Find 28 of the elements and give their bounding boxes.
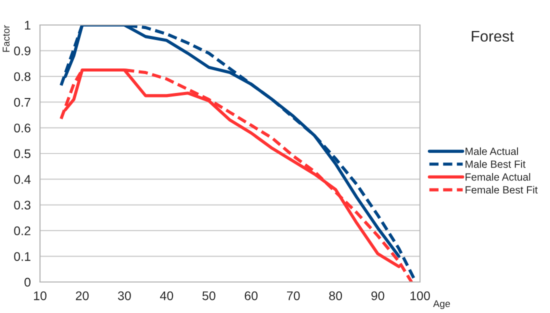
y-tick-label: 0.1	[14, 252, 30, 261]
y-tick-label: 0.9	[14, 46, 30, 56]
y-tick-label: 0.7	[14, 98, 30, 107]
y-tick-label: 1	[24, 20, 30, 30]
x-axis-title: Age	[433, 300, 450, 310]
x-tick-label: 20	[76, 291, 89, 300]
y-axis-title: Factor	[2, 25, 10, 52]
x-tick-label: 90	[371, 291, 384, 300]
x-tick-label: 70	[287, 291, 300, 300]
legend-label: Male Best Fit	[466, 160, 526, 168]
x-tick-label: 50	[202, 291, 216, 300]
legend-label: Female Actual	[466, 173, 530, 181]
text: Forest	[472, 31, 514, 42]
y-tick-label: 0.8	[14, 72, 30, 82]
y-tick-label: 0.2	[14, 226, 30, 236]
y-tick-label: 0.4	[14, 175, 31, 184]
legend-label: Female Best Fit	[466, 186, 538, 194]
x-tick-label: 100	[410, 291, 430, 300]
legend-label: Male Actual	[466, 147, 518, 156]
x-tick-label: 80	[329, 291, 342, 300]
y-tick-label: 0.3	[14, 200, 30, 210]
x-tick-label: 40	[160, 291, 174, 300]
y-tick-label: 0.5	[14, 149, 30, 158]
y-tick-label: 0	[24, 278, 30, 287]
x-tick-label: 60	[244, 291, 258, 300]
y-tick-label: 0.6	[14, 124, 30, 132]
x-tick-label: 30	[118, 291, 131, 300]
x-tick-label: 10	[34, 291, 46, 300]
